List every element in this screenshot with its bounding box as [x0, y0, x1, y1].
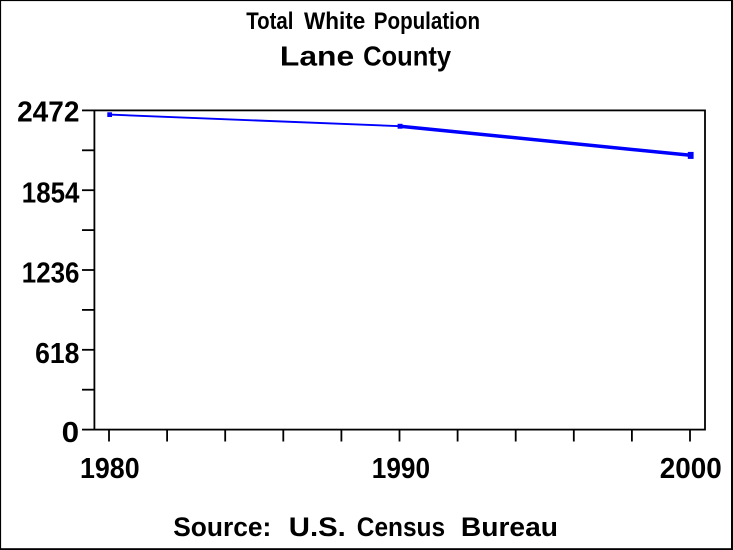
svg-text:2000: 2000 — [660, 453, 722, 485]
svg-text:Total: Total — [246, 8, 293, 35]
svg-text:Census: Census — [357, 512, 445, 542]
svg-text:1854: 1854 — [22, 178, 80, 210]
svg-text:U.S.: U.S. — [289, 512, 346, 542]
svg-text:County: County — [363, 41, 451, 72]
svg-text:Population: Population — [374, 8, 480, 35]
svg-text:White: White — [304, 8, 365, 35]
svg-text:Source:: Source: — [173, 512, 271, 542]
svg-text:618: 618 — [35, 338, 79, 370]
svg-text:1236: 1236 — [22, 258, 80, 290]
svg-text:0: 0 — [62, 417, 80, 449]
svg-text:Bureau: Bureau — [461, 512, 558, 542]
svg-text:1980: 1980 — [80, 453, 140, 485]
svg-text:1990: 1990 — [372, 453, 430, 485]
svg-text:2472: 2472 — [17, 97, 79, 129]
svg-text:Lane: Lane — [280, 41, 354, 72]
